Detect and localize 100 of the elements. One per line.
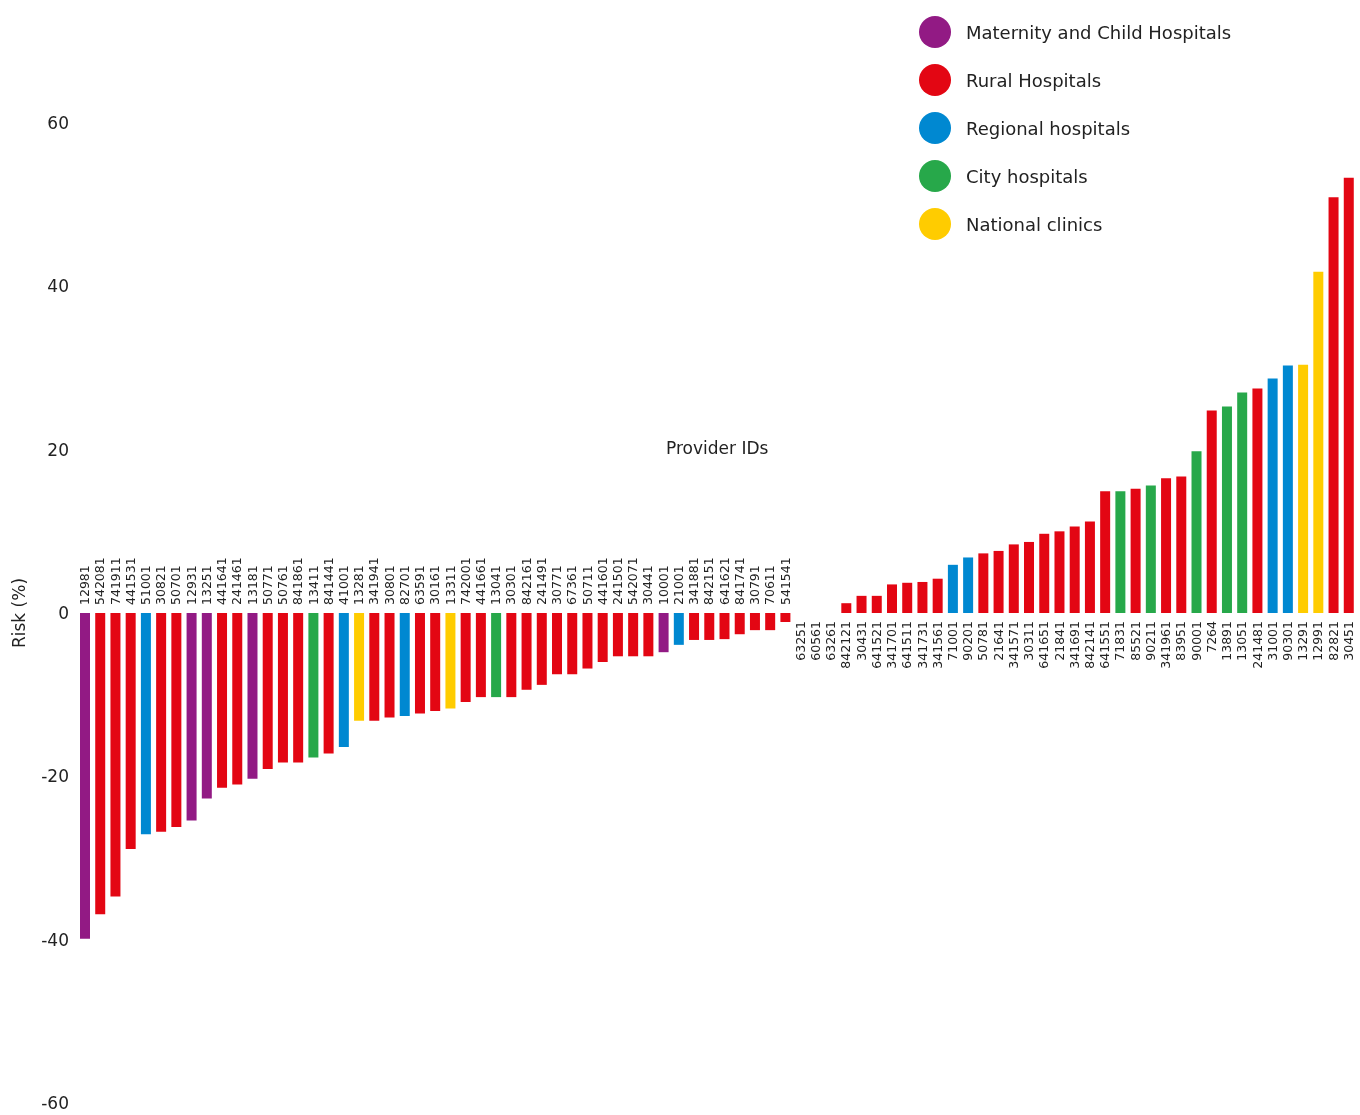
x-tick-label: 741911 <box>107 557 123 605</box>
x-tick-label: 441641 <box>214 557 230 605</box>
bar <box>521 613 532 690</box>
x-tick-label: 90301 <box>1279 621 1295 661</box>
bar <box>673 613 684 645</box>
bar <box>1161 478 1172 613</box>
legend-label: Maternity and Child Hospitals <box>966 21 1232 43</box>
bar <box>262 613 273 769</box>
bar <box>582 613 593 669</box>
x-tick-label: 841741 <box>731 557 747 605</box>
bar <box>567 613 578 675</box>
bar <box>338 613 349 747</box>
bar <box>1343 177 1354 613</box>
x-tick-label: 63261 <box>823 621 839 661</box>
x-tick-label: 541541 <box>777 557 793 605</box>
x-tick-label: 90001 <box>1188 621 1204 661</box>
bar <box>704 613 715 640</box>
x-tick-label: 13051 <box>1234 621 1250 661</box>
bar <box>643 613 654 657</box>
bar <box>932 578 943 613</box>
y-tick-label: 60 <box>47 113 69 134</box>
bar <box>171 613 182 827</box>
x-tick-label: 341881 <box>686 557 702 605</box>
x-tick-label: 13041 <box>488 565 504 605</box>
x-tick-label: 30311 <box>1021 621 1037 661</box>
x-tick-label: 30441 <box>640 565 656 605</box>
bar <box>947 564 958 613</box>
legend-label: Regional hospitals <box>966 117 1131 139</box>
x-tick-label: 63591 <box>412 565 428 605</box>
bar <box>1282 365 1293 613</box>
x-tick-label: 90201 <box>960 621 976 661</box>
x-tick-label: 90211 <box>1142 621 1158 661</box>
x-tick-label: 241481 <box>1249 621 1265 669</box>
x-tick-label: 341941 <box>366 557 382 605</box>
x-tick-label: 341561 <box>929 621 945 669</box>
x-tick-label: 83951 <box>1173 621 1189 661</box>
bar <box>95 613 106 915</box>
x-tick-label: 31001 <box>1264 621 1280 661</box>
bar <box>841 603 852 613</box>
x-tick-label: 441661 <box>472 557 488 605</box>
x-tick-label: 241491 <box>533 557 549 605</box>
x-tick-label: 241501 <box>610 557 626 605</box>
bar <box>110 613 121 897</box>
x-tick-label: 67361 <box>564 565 580 605</box>
x-tick-label: 742001 <box>457 557 473 605</box>
bar <box>1069 526 1080 613</box>
x-tick-label: 7264 <box>1203 620 1219 653</box>
x-tick-label: 41001 <box>335 565 351 605</box>
bar <box>628 613 639 657</box>
bar <box>1039 533 1050 613</box>
x-tick-label: 50711 <box>579 565 595 605</box>
bar <box>1328 197 1339 613</box>
bar <box>506 613 517 698</box>
x-tick-label: 341571 <box>1005 621 1021 669</box>
bar <box>1191 451 1202 613</box>
bar <box>1115 491 1126 613</box>
x-tick-label: 842151 <box>701 557 717 605</box>
x-tick-label: 641651 <box>1036 621 1052 669</box>
bar <box>399 613 410 716</box>
bar <box>886 584 897 613</box>
x-tick-label: 241461 <box>229 557 245 605</box>
bar <box>156 613 167 832</box>
x-tick-label: 82821 <box>1325 621 1341 661</box>
bar <box>963 557 974 613</box>
legend-label: Rural Hospitals <box>966 69 1102 91</box>
y-tick-label: 0 <box>58 603 69 624</box>
bar <box>369 613 380 721</box>
x-tick-label: 341691 <box>1066 621 1082 669</box>
x-tick-label: 842141 <box>1082 621 1098 669</box>
bar <box>1252 388 1263 613</box>
bar <box>323 613 334 754</box>
bar <box>354 613 365 721</box>
x-tick-label: 841861 <box>290 557 306 605</box>
bar <box>491 613 502 698</box>
bar <box>475 613 486 698</box>
x-tick-label: 70611 <box>762 565 778 605</box>
bar <box>871 595 882 613</box>
x-tick-label: 82701 <box>396 565 412 605</box>
bar <box>658 613 669 653</box>
x-tick-label: 30161 <box>427 565 443 605</box>
bar <box>1024 541 1035 613</box>
x-tick-label: 21641 <box>990 621 1006 661</box>
bar <box>1008 544 1019 613</box>
x-tick-label: 842161 <box>518 557 534 605</box>
x-tick-label: 12931 <box>183 565 199 605</box>
x-tick-label: 71831 <box>1112 621 1128 661</box>
bar <box>765 613 776 631</box>
bar <box>277 613 288 763</box>
y-tick-label: -20 <box>41 766 69 787</box>
x-tick-label: 30821 <box>153 565 169 605</box>
bar <box>217 613 228 788</box>
legend-label: City hospitals <box>966 165 1088 187</box>
bar <box>734 613 745 635</box>
x-tick-label: 85521 <box>1127 621 1143 661</box>
x-tick-label: 542081 <box>92 557 108 605</box>
x-tick-label: 21841 <box>1051 621 1067 661</box>
bar <box>856 595 867 613</box>
bar <box>536 613 547 685</box>
x-tick-label: 50701 <box>168 565 184 605</box>
bar <box>80 613 90 939</box>
